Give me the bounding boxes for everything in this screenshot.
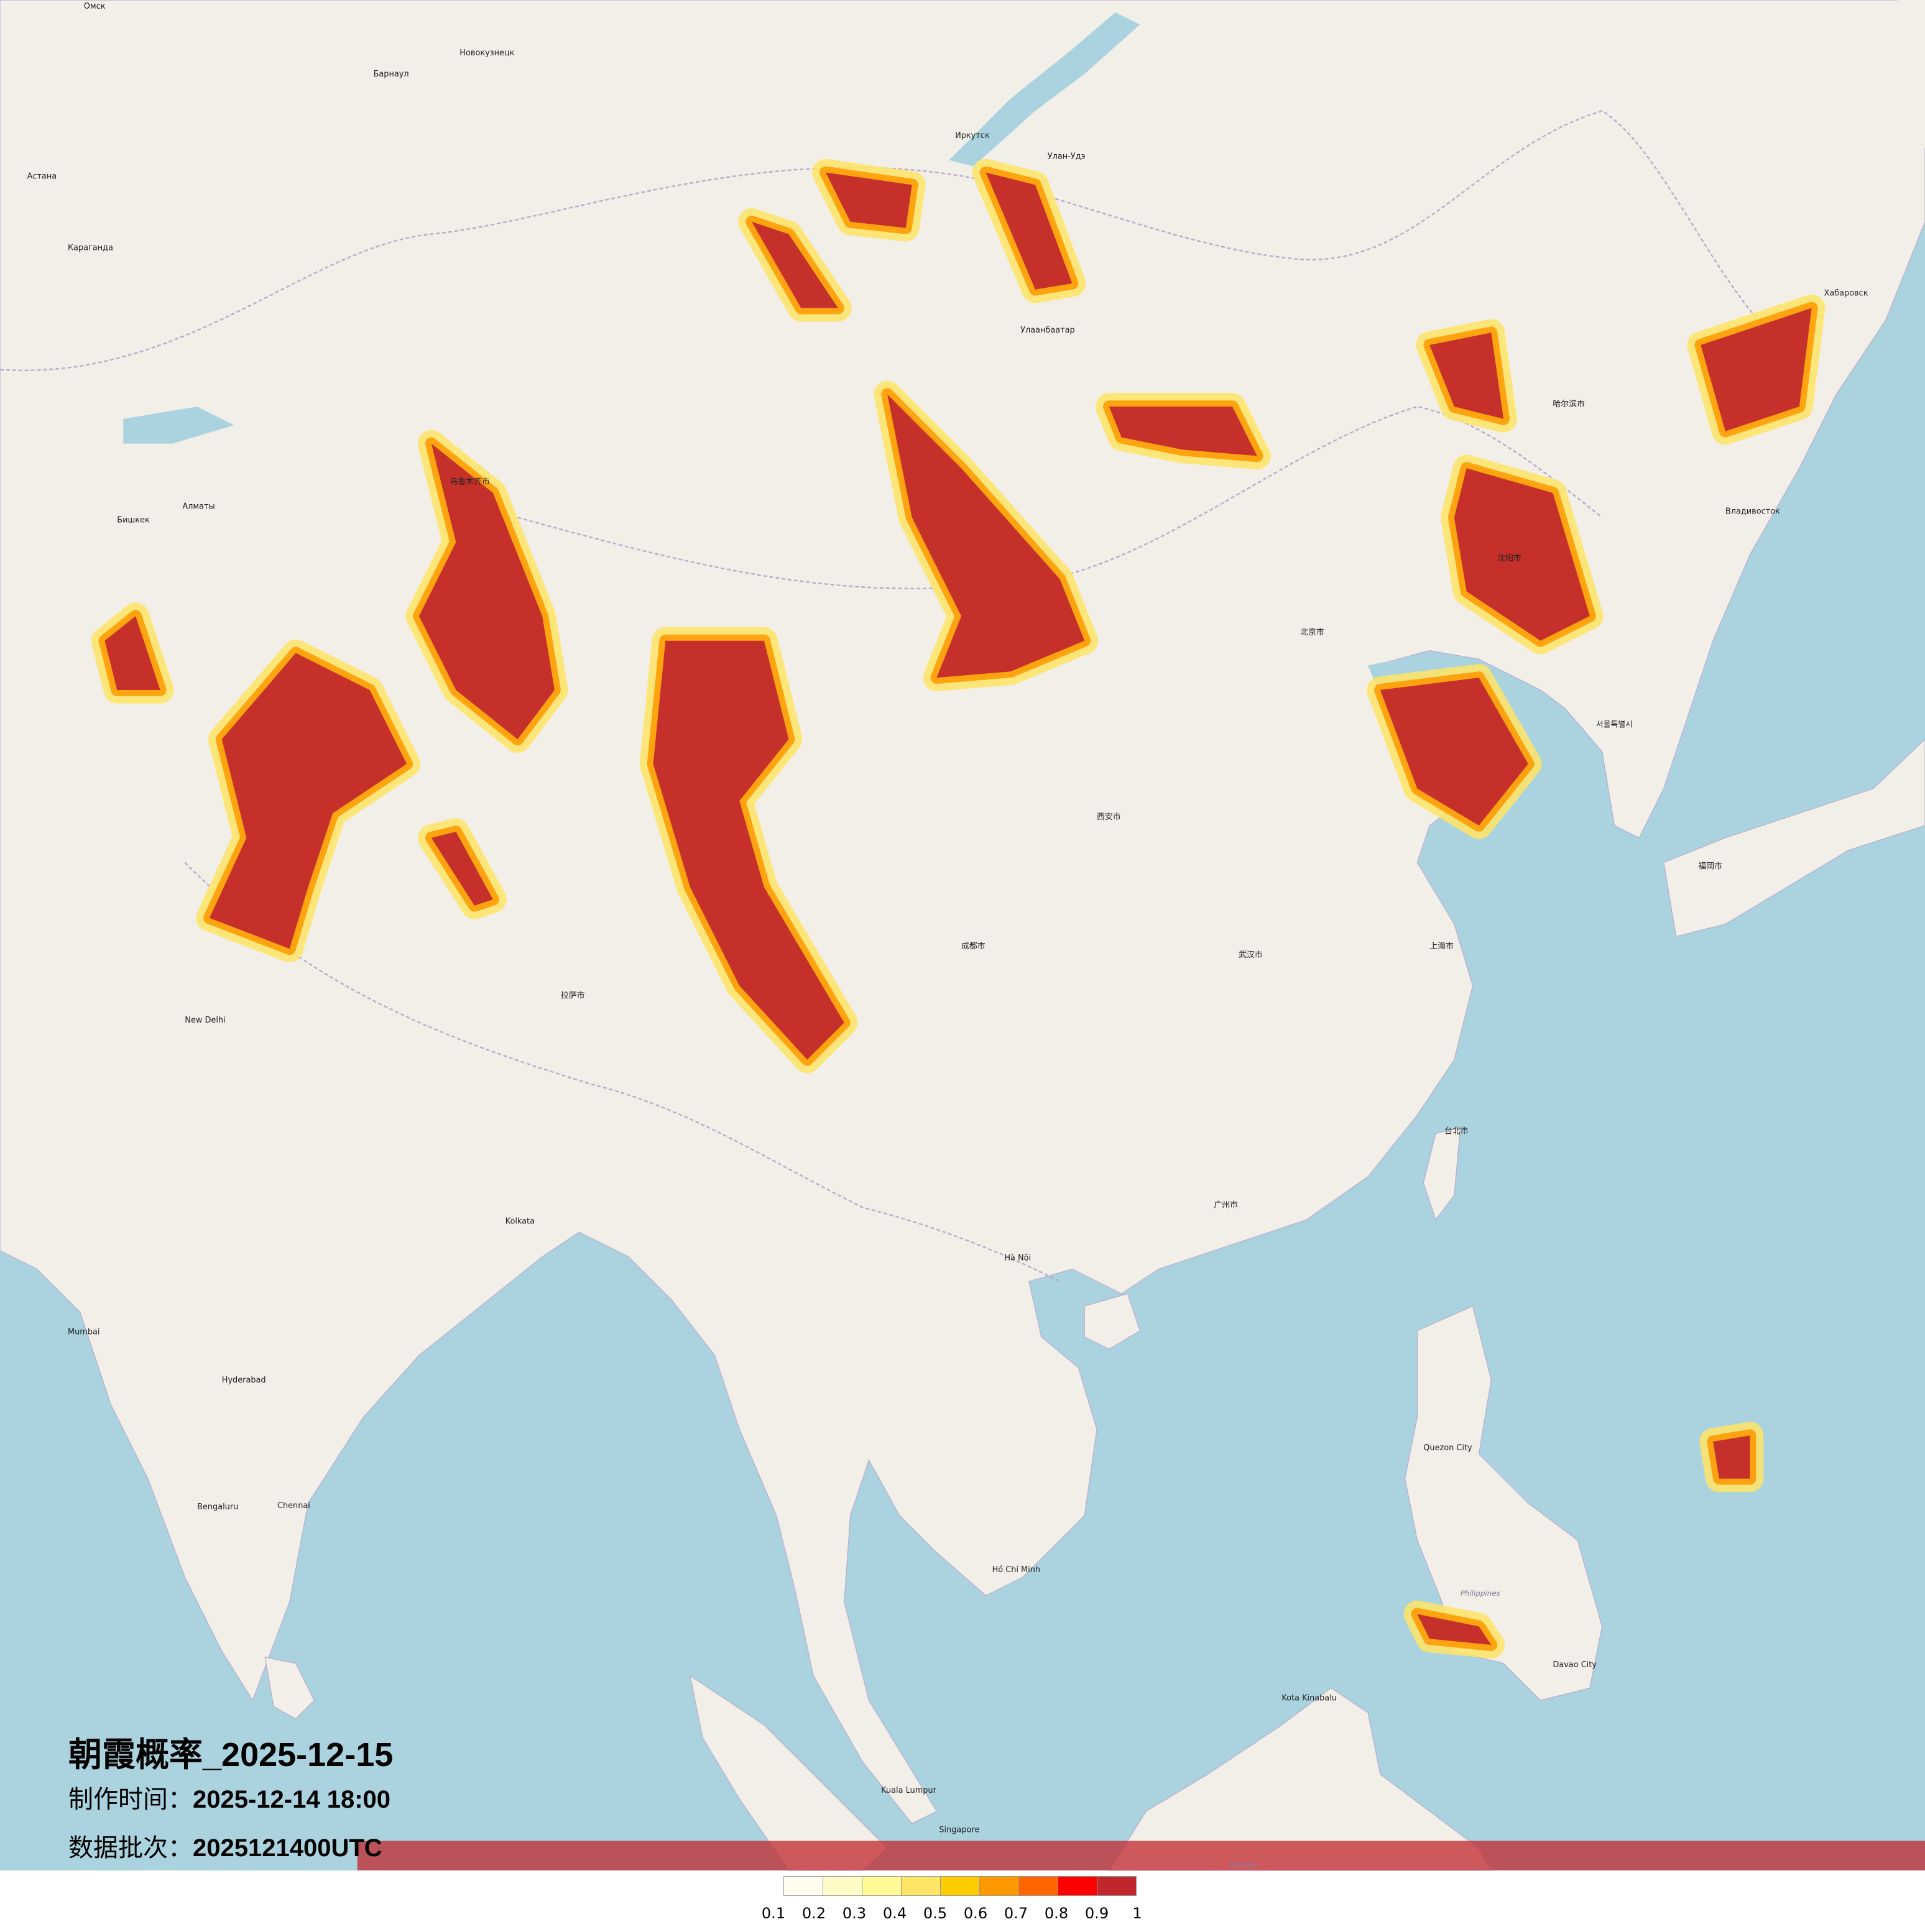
label-shenyang: 沈阳市 — [1497, 553, 1521, 563]
legend-swatch — [940, 1876, 980, 1896]
label-beijing: 北京市 — [1300, 627, 1324, 637]
probability-high-area — [104, 616, 160, 690]
label-novokuznetsk: Новокузнецк — [459, 48, 514, 58]
label-bengaluru: Bengaluru — [197, 1502, 238, 1512]
label-singapore: Singapore — [939, 1825, 979, 1834]
probability-high-area — [986, 172, 1073, 290]
label-ho-chi-minh: Hồ Chí Minh — [992, 1565, 1040, 1575]
made-time: 制作时间：2025-12-14 18:00 — [68, 1775, 393, 1824]
title-block: 朝霞概率_2025-12-15 制作时间：2025-12-14 18:00 数据… — [68, 1734, 393, 1872]
label-new-delhi: New Delhi — [185, 1016, 225, 1025]
legend-label: 0.7 — [1004, 1905, 1028, 1922]
label-irkutsk: Иркутск — [955, 131, 990, 140]
legend-swatch — [1097, 1876, 1137, 1896]
made-time-label: 制作时间： — [68, 1786, 193, 1813]
probability-high-area — [418, 443, 555, 740]
probability-high-area — [1454, 468, 1590, 641]
label-borneo: Borneo — [1230, 1860, 1256, 1869]
legend-swatch — [862, 1876, 902, 1896]
batch-label: 数据批次： — [68, 1834, 193, 1862]
probability-high-area — [431, 831, 493, 906]
data-batch: 数据批次：2025121400UTC — [68, 1824, 393, 1872]
probability-high-area — [752, 221, 838, 308]
label-ha-noi: Hà Nội — [1004, 1254, 1031, 1263]
map-labels: Омск Астана Новокузнецк Барнаул Иркутск … — [27, 2, 1868, 1869]
legend-swatch — [823, 1876, 862, 1896]
label-bishkek: Бишкек — [117, 515, 150, 525]
batch-value: 2025121400UTC — [193, 1834, 382, 1862]
probability-high-area — [1417, 1614, 1492, 1645]
japan — [1663, 738, 1925, 937]
label-vladivostok: Владивосток — [1725, 507, 1780, 517]
label-astana: Астана — [27, 172, 57, 181]
label-karaganda: Караганда — [68, 243, 113, 252]
philippines — [1404, 1305, 1603, 1701]
legend-swatch — [1018, 1876, 1058, 1896]
made-time-value: 2025-12-14 18:00 — [193, 1786, 391, 1813]
probability-high-area — [1713, 1435, 1750, 1479]
label-urumqi: 乌鲁木齐市 — [450, 477, 489, 487]
probability-band-south — [357, 1841, 1925, 1870]
legend-label: 0.5 — [923, 1905, 948, 1922]
legend-label: 0.2 — [801, 1905, 826, 1922]
label-ulaanbaatar: Улаанбаатар — [1020, 326, 1075, 335]
probability-high-area — [1701, 308, 1812, 431]
label-chennai: Chennai — [277, 1501, 310, 1511]
sakhalin-coast — [1898, 0, 1925, 148]
label-xian: 西安市 — [1097, 812, 1121, 822]
label-philippines: Philippines — [1461, 1589, 1500, 1598]
legend-label: 0.9 — [1084, 1905, 1109, 1922]
probability-high-area — [825, 172, 912, 228]
legend-label: 1 — [1132, 1905, 1142, 1922]
label-almaty: Алматы — [182, 502, 215, 512]
probability-overlay — [91, 159, 1925, 1870]
probability-high-area — [1109, 407, 1257, 456]
label-kuala-lumpur: Kuala Lumpur — [881, 1786, 936, 1795]
hainan — [1084, 1293, 1141, 1350]
color-legend — [783, 1876, 1137, 1896]
label-seoul: 서울특별시 — [1596, 720, 1633, 729]
legend-label: 0.4 — [882, 1905, 907, 1922]
label-taipei: 台北市 — [1444, 1126, 1469, 1136]
label-omsk: Омск — [84, 2, 106, 11]
legend-swatch — [901, 1876, 941, 1896]
label-barnaul: Барнаул — [374, 70, 409, 79]
probability-high-area — [1429, 333, 1504, 419]
label-khabarovsk: Хабаровск — [1824, 289, 1868, 298]
mainland-asia — [0, 0, 1925, 1824]
label-fukuoka: 福岡市 — [1698, 861, 1722, 871]
label-quezon-city: Quezon City — [1423, 1443, 1472, 1453]
map-title: 朝霞概率_2025-12-15 — [68, 1736, 394, 1773]
taiwan — [1423, 1126, 1461, 1221]
label-mumbai: Mumbai — [68, 1328, 99, 1337]
legend-swatch — [1058, 1876, 1097, 1896]
legend-swatch — [783, 1876, 823, 1896]
label-kota-kinabalu: Kota Kinabalu — [1281, 1693, 1337, 1703]
legend-swatch — [979, 1876, 1019, 1896]
probability-high-area — [209, 653, 407, 949]
label-guangzhou: 广州市 — [1214, 1200, 1238, 1210]
lake-baikal — [949, 12, 1140, 167]
legend-labels: 0.1 0.2 0.3 0.4 0.5 0.6 0.7 0.8 0.9 1 — [762, 1905, 1169, 1930]
label-chengdu: 成都市 — [961, 941, 986, 951]
label-kolkata: Kolkata — [505, 1217, 535, 1226]
legend-label: 0.6 — [963, 1905, 988, 1922]
label-ulan-ude: Улан-Удэ — [1048, 152, 1086, 162]
legend-label: 0.1 — [761, 1905, 786, 1922]
label-lhasa: 拉萨市 — [561, 991, 585, 1001]
probability-high-area — [653, 640, 844, 1060]
legend-label: 0.8 — [1044, 1905, 1069, 1922]
label-davao-city: Davao City — [1553, 1660, 1597, 1670]
probability-high-area — [887, 394, 1085, 678]
label-wuhan: 武汉市 — [1239, 950, 1263, 960]
label-shanghai: 上海市 — [1429, 941, 1454, 951]
label-harbin: 哈尔滨市 — [1553, 399, 1585, 409]
sri-lanka — [264, 1657, 315, 1719]
lake-balkhash — [123, 407, 234, 444]
legend-label: 0.3 — [842, 1905, 867, 1922]
label-hyderabad: Hyderabad — [222, 1376, 266, 1385]
